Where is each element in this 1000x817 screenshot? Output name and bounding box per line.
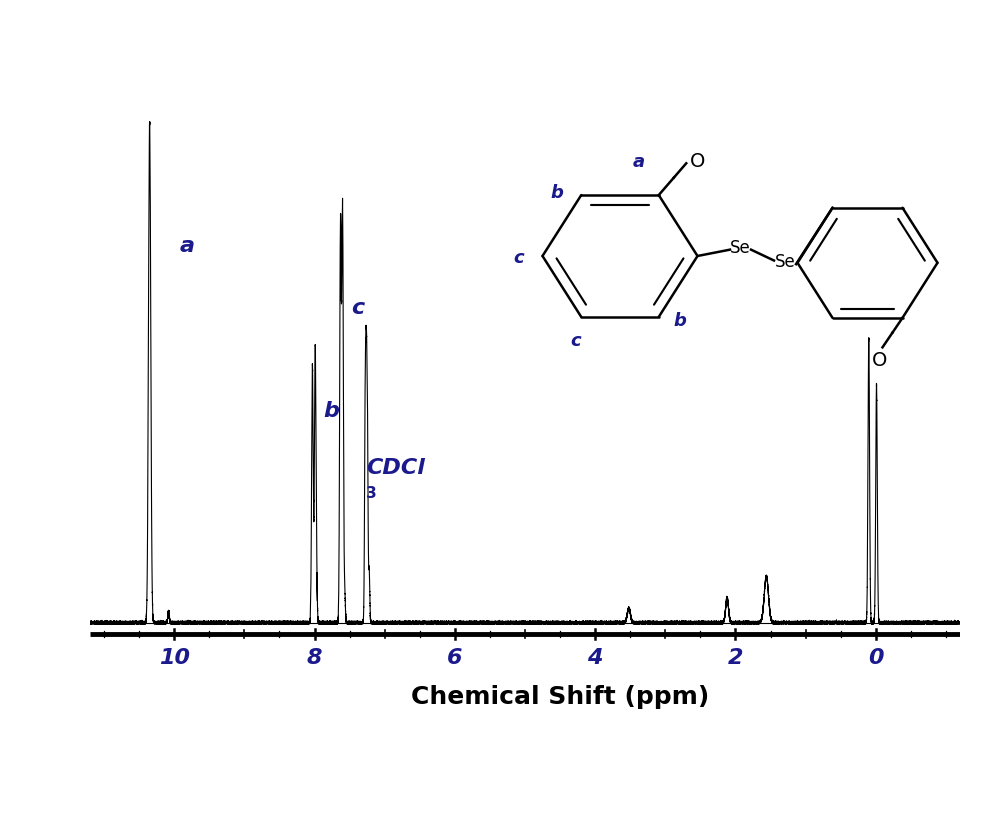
Text: Chemical Shift (ppm): Chemical Shift (ppm): [411, 685, 709, 708]
Text: 2: 2: [728, 649, 743, 668]
Text: 8: 8: [307, 649, 322, 668]
Text: 3: 3: [366, 486, 376, 501]
Text: c: c: [570, 332, 581, 350]
Text: Se: Se: [730, 239, 750, 257]
Text: c: c: [513, 249, 524, 267]
Text: a: a: [633, 154, 645, 172]
Text: 6: 6: [447, 649, 463, 668]
Text: b: b: [323, 401, 339, 421]
Text: b: b: [673, 311, 686, 329]
Text: 10: 10: [159, 649, 190, 668]
Text: Se: Se: [775, 253, 795, 271]
Text: O: O: [690, 151, 705, 171]
Text: 0: 0: [868, 649, 884, 668]
Text: 4: 4: [587, 649, 603, 668]
Text: a: a: [179, 236, 194, 256]
Text: b: b: [551, 184, 564, 202]
Text: CDCl: CDCl: [366, 458, 425, 478]
Text: O: O: [872, 350, 888, 369]
Text: c: c: [351, 298, 365, 318]
